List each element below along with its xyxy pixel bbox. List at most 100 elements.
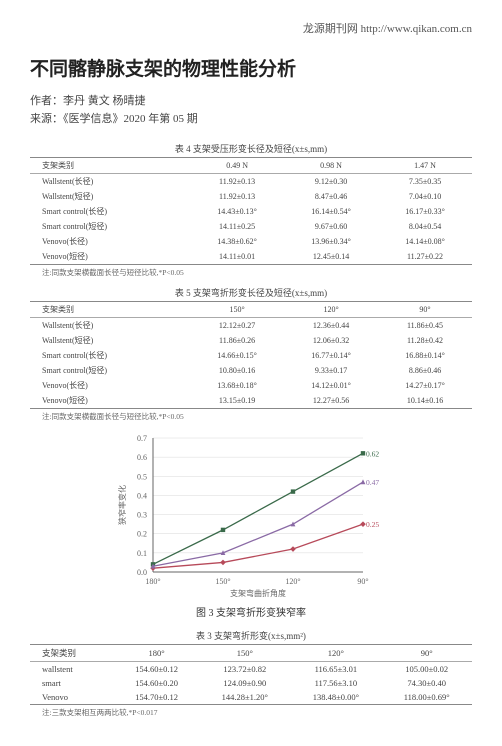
- cell: 16.17±0.33°: [378, 204, 472, 219]
- cell: Smart control(短径): [30, 363, 190, 378]
- cell: 12.45±0.14: [284, 249, 378, 265]
- cell: 11.86±0.26: [190, 333, 284, 348]
- table4-note: 注:同款支架横截面长径与短径比较,*P<0.05: [42, 267, 472, 278]
- svg-text:0.25: 0.25: [366, 520, 379, 529]
- col-h: 180°: [114, 645, 199, 662]
- svg-text:0.6: 0.6: [137, 453, 147, 462]
- table-header-row: 支架类别 180° 150° 120° 90°: [30, 645, 472, 662]
- cell: 9.12±0.30: [284, 174, 378, 190]
- cell: Venovo: [30, 690, 114, 705]
- svg-text:0.4: 0.4: [137, 492, 147, 501]
- table-row: Smart control(短径)14.11±0.259.67±0.608.04…: [30, 219, 472, 234]
- chart-svg: 0.00.10.20.30.40.50.60.7180°150°120°90°狭…: [111, 430, 391, 600]
- table-row: Venovo(短径)13.15±0.1912.27±0.5610.14±0.16: [30, 393, 472, 409]
- svg-text:0.3: 0.3: [137, 511, 147, 520]
- svg-text:180°: 180°: [145, 577, 160, 586]
- table-row: Venovo154.70±0.12144.28±1.20°138.48±0.00…: [30, 690, 472, 705]
- cell: 8.47±0.46: [284, 189, 378, 204]
- cell: 14.11±0.25: [190, 219, 284, 234]
- cell: Wallstent(长径): [30, 318, 190, 334]
- cell: 118.00±0.69°: [381, 690, 472, 705]
- table-row: smart154.60±0.20124.09±0.90117.56±3.1074…: [30, 676, 472, 690]
- cell: 11.28±0.42: [378, 333, 472, 348]
- col-h: 90°: [381, 645, 472, 662]
- table-row: Smart control(长径)14.43±0.13°16.14±0.54°1…: [30, 204, 472, 219]
- figure3-caption: 图 3 支架弯折形变狭窄率: [30, 604, 472, 619]
- cell: Venovo(长径): [30, 234, 190, 249]
- table4-title: 表 4 支架受压形变长径及短径(x±s,mm): [30, 142, 472, 155]
- cell: 123.72±0.82: [199, 662, 290, 677]
- svg-text:90°: 90°: [357, 577, 368, 586]
- cell: 14.12±0.01°: [284, 378, 378, 393]
- cell: 105.00±0.02: [381, 662, 472, 677]
- table-row: wallstent154.60±0.12123.72±0.82116.65±3.…: [30, 662, 472, 677]
- cell: 12.36±0.44: [284, 318, 378, 334]
- table-header-row: 支架类别 150° 120° 90°: [30, 302, 472, 318]
- cell: smart: [30, 676, 114, 690]
- col-h: 90°: [378, 302, 472, 318]
- figure3-chart: 0.00.10.20.30.40.50.60.7180°150°120°90°狭…: [111, 430, 391, 600]
- svg-text:0.5: 0.5: [137, 472, 147, 481]
- cell: wallstent: [30, 662, 114, 677]
- cell: 154.60±0.20: [114, 676, 199, 690]
- table3: 支架类别 180° 150° 120° 90° wallstent154.60±…: [30, 644, 472, 705]
- cell: 138.48±0.00°: [290, 690, 381, 705]
- svg-text:150°: 150°: [215, 577, 230, 586]
- cell: 14.66±0.15°: [190, 348, 284, 363]
- cell: 12.06±0.32: [284, 333, 378, 348]
- col-h: 120°: [284, 302, 378, 318]
- table5-title: 表 5 支架弯折形变长径及短径(x±s,mm): [30, 286, 472, 299]
- col-h: 120°: [290, 645, 381, 662]
- table-row: Wallstent(长径)11.92±0.139.12±0.307.35±0.3…: [30, 174, 472, 190]
- table-row: Venovo(短径)14.11±0.0112.45±0.1411.27±0.22: [30, 249, 472, 265]
- cell: 12.12±0.27: [190, 318, 284, 334]
- cell: 14.27±0.17°: [378, 378, 472, 393]
- cell: 14.14±0.08°: [378, 234, 472, 249]
- cell: 14.11±0.01: [190, 249, 284, 265]
- svg-text:0.0: 0.0: [137, 568, 147, 577]
- cell: 9.33±0.17: [284, 363, 378, 378]
- table-row: Venovo(长径)14.38±0.62°13.96±0.34°14.14±0.…: [30, 234, 472, 249]
- table-row: Wallstent(短径)11.86±0.2612.06±0.3211.28±0…: [30, 333, 472, 348]
- cell: Wallstent(长径): [30, 174, 190, 190]
- cell: 13.15±0.19: [190, 393, 284, 409]
- table-row: Venovo(长径)13.68±0.18°14.12±0.01°14.27±0.…: [30, 378, 472, 393]
- cell: 7.04±0.10: [378, 189, 472, 204]
- table3-note: 注:三款支架相互两两比较,*P<0.017: [42, 707, 472, 718]
- table4: 支架类别 0.49 N 0.98 N 1.47 N Wallstent(长径)1…: [30, 157, 472, 265]
- cell: 74.30±0.40: [381, 676, 472, 690]
- site-link: 龙源期刊网 http://www.qikan.com.cn: [30, 20, 472, 36]
- cell: Venovo(长径): [30, 378, 190, 393]
- cell: Smart control(长径): [30, 204, 190, 219]
- cell: 9.67±0.60: [284, 219, 378, 234]
- cell: 13.96±0.34°: [284, 234, 378, 249]
- col-h: 150°: [190, 302, 284, 318]
- cell: 16.88±0.14°: [378, 348, 472, 363]
- table5: 支架类别 150° 120° 90° Wallstent(长径)12.12±0.…: [30, 301, 472, 409]
- col-h: 支架类别: [30, 645, 114, 662]
- col-h: 支架类别: [30, 302, 190, 318]
- table-row: Wallstent(短径)11.92±0.138.47±0.467.04±0.1…: [30, 189, 472, 204]
- cell: 11.86±0.45: [378, 318, 472, 334]
- cell: 16.77±0.14°: [284, 348, 378, 363]
- col-h: 150°: [199, 645, 290, 662]
- cell: 8.86±0.46: [378, 363, 472, 378]
- table-header-row: 支架类别 0.49 N 0.98 N 1.47 N: [30, 158, 472, 174]
- svg-text:0.1: 0.1: [137, 549, 147, 558]
- svg-text:狭窄率变化: 狭窄率变化: [117, 485, 127, 525]
- svg-text:0.62: 0.62: [366, 450, 379, 459]
- cell: 10.80±0.16: [190, 363, 284, 378]
- cell: 11.92±0.13: [190, 174, 284, 190]
- cell: 7.35±0.35: [378, 174, 472, 190]
- cell: Wallstent(短径): [30, 189, 190, 204]
- cell: Wallstent(短径): [30, 333, 190, 348]
- cell: 144.28±1.20°: [199, 690, 290, 705]
- col-h: 支架类别: [30, 158, 190, 174]
- table-row: Smart control(短径)10.80±0.169.33±0.178.86…: [30, 363, 472, 378]
- table5-note: 注:同款支架横截面长径与短径比较,*P<0.05: [42, 411, 472, 422]
- cell: 116.65±3.01: [290, 662, 381, 677]
- cell: 12.27±0.56: [284, 393, 378, 409]
- cell: 14.38±0.62°: [190, 234, 284, 249]
- cell: 11.92±0.13: [190, 189, 284, 204]
- col-h: 0.98 N: [284, 158, 378, 174]
